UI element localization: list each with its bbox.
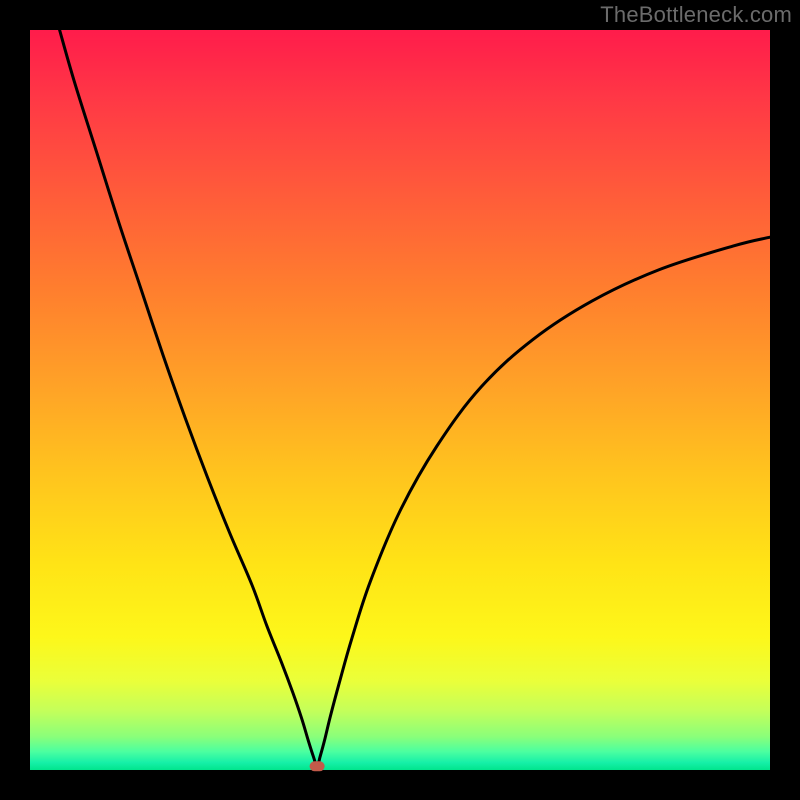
plot-gradient-area (30, 30, 770, 770)
bottleneck-chart (0, 0, 800, 800)
minimum-marker (310, 761, 325, 771)
watermark-text: TheBottleneck.com (600, 2, 792, 28)
